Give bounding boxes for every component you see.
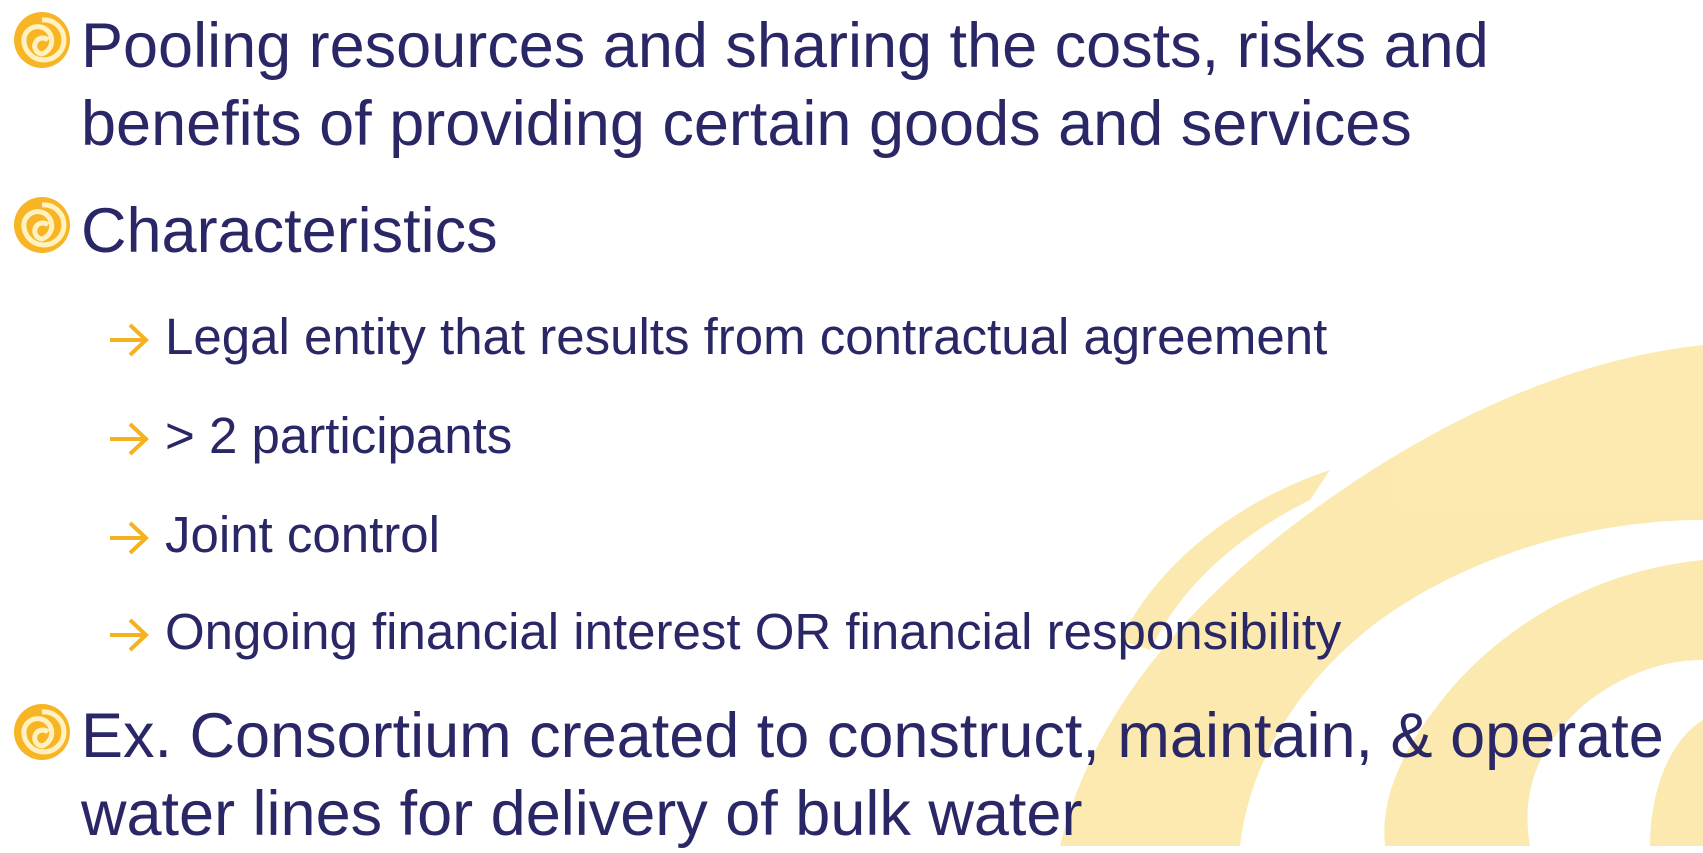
bullet-icon	[10, 8, 74, 72]
bullet-icon	[10, 700, 74, 764]
arrow-icon	[108, 518, 150, 558]
bullet-text: Characteristics	[81, 192, 1699, 270]
subitem-text: Joint control	[165, 505, 1665, 565]
subitem-text: Legal entity that results from contractu…	[165, 307, 1665, 367]
bullet-icon	[10, 193, 74, 257]
arrow-icon	[108, 615, 150, 655]
subitem-text: Ongoing financial interest OR financial …	[165, 602, 1665, 662]
arrow-icon	[108, 419, 150, 459]
arrow-icon	[108, 320, 150, 360]
subitem-text: > 2 participants	[165, 406, 1665, 466]
slide: Pooling resources and sharing the costs,…	[0, 0, 1703, 846]
bullet-text: Ex. Consortium created to construct, mai…	[81, 697, 1699, 853]
bullet-text: Pooling resources and sharing the costs,…	[81, 7, 1699, 163]
